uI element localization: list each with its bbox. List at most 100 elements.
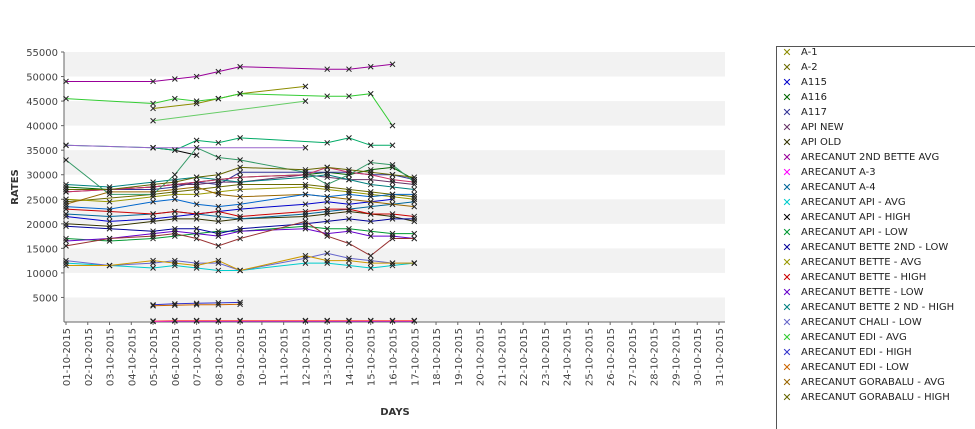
data-point — [150, 230, 156, 237]
legend-label: ARECANUT EDI - AVG — [801, 332, 907, 343]
x-tick-label: 09-10-2015 — [236, 328, 247, 386]
data-point — [63, 206, 69, 212]
data-point — [324, 186, 331, 193]
legend-item: ✕ ARECANUT API - AVG — [777, 197, 975, 209]
data-point — [150, 301, 156, 308]
data-point — [171, 302, 178, 309]
x-tick-label: 03-10-2015 — [106, 328, 117, 386]
legend-item: ✕ ARECANUT BETTE 2 ND - HIGH — [777, 302, 975, 314]
legend-label: API OLD — [801, 137, 842, 148]
data-point — [302, 171, 309, 178]
data-point — [389, 191, 396, 198]
data-point — [63, 203, 69, 210]
data-point — [63, 220, 69, 227]
data-point — [389, 235, 396, 242]
data-point — [63, 201, 69, 208]
legend-marker-icon: ✕ — [782, 241, 792, 254]
legend-marker-icon: ✕ — [782, 91, 792, 104]
data-point — [302, 218, 309, 225]
data-point — [150, 78, 156, 85]
data-point — [215, 300, 222, 306]
legend-item: ✕ ARECANUT CHALI - LOW — [777, 317, 975, 329]
data-point — [193, 235, 200, 242]
data-point — [346, 135, 352, 141]
series-line — [66, 171, 415, 190]
data-point — [324, 317, 331, 324]
data-point — [302, 220, 309, 227]
legend-marker-icon: ✕ — [782, 166, 792, 179]
data-point — [215, 154, 222, 161]
legend-item: ✕ A116 — [777, 92, 975, 104]
y-tick-label: 50000 — [26, 73, 58, 84]
data-point — [346, 93, 352, 100]
chart-legend: ✕ A-1 ✕ A-2 ✕ A115 ✕ A116 ✕ A117 ✕ API NEW ✕ API OLD ✕… — [776, 46, 975, 429]
legend-label: A-2 — [801, 62, 818, 73]
data-point — [389, 179, 396, 185]
data-point — [346, 225, 352, 232]
data-point — [411, 260, 418, 266]
data-point — [324, 206, 331, 212]
data-point — [150, 191, 156, 198]
data-point — [302, 181, 309, 188]
data-point — [150, 198, 156, 205]
data-point — [302, 255, 309, 262]
data-point — [346, 186, 352, 193]
data-point — [324, 169, 331, 176]
legend-item: ✕ ARECANUT EDI - AVG — [777, 332, 975, 344]
data-point — [324, 198, 331, 205]
data-point — [150, 318, 156, 324]
legend-marker-icon: ✕ — [782, 136, 792, 149]
legend-item: ✕ API NEW — [777, 122, 975, 134]
data-point — [324, 218, 331, 225]
y-tick-label: 40000 — [26, 122, 58, 133]
x-tick-label: 04-10-2015 — [127, 328, 138, 386]
data-point — [171, 300, 178, 307]
data-point — [367, 211, 374, 217]
legend-marker-icon: ✕ — [782, 316, 792, 329]
y-tick-label: 30000 — [26, 171, 58, 182]
data-point — [215, 233, 222, 239]
data-point — [389, 211, 396, 217]
data-point — [389, 184, 396, 190]
x-tick-label: 16-10-2015 — [389, 328, 400, 386]
data-point — [302, 201, 309, 208]
x-tick-label: 30-10-2015 — [693, 328, 704, 386]
legend-marker-icon: ✕ — [782, 61, 792, 74]
data-point — [411, 218, 418, 225]
data-point — [302, 211, 309, 217]
data-point — [63, 142, 69, 149]
x-tick-label: 25-10-2015 — [584, 328, 595, 386]
data-point — [324, 260, 331, 266]
data-point — [346, 216, 352, 222]
data-point — [171, 189, 178, 195]
data-point — [367, 171, 374, 178]
data-point — [193, 184, 200, 190]
x-tick-label: 12-10-2015 — [301, 328, 312, 386]
data-point — [150, 186, 156, 193]
data-point — [171, 228, 178, 235]
x-axis-label: DAYS — [380, 407, 410, 418]
data-point — [106, 235, 113, 242]
data-point — [411, 174, 418, 181]
data-point — [302, 166, 309, 173]
data-point — [346, 166, 352, 173]
data-point — [63, 213, 69, 220]
legend-marker-icon: ✕ — [782, 46, 792, 59]
grid-band — [64, 101, 725, 126]
data-point — [367, 191, 374, 198]
data-point — [324, 93, 331, 100]
data-point — [389, 162, 396, 168]
data-point — [367, 63, 374, 70]
legend-label: ARECANUT BETTE 2 ND - HIGH — [801, 302, 955, 313]
data-point — [237, 179, 243, 185]
data-point — [411, 196, 418, 203]
data-point — [106, 208, 113, 215]
y-tick-label: 45000 — [26, 97, 58, 108]
data-point — [193, 301, 200, 308]
legend-label: ARECANUT BETTE - HIGH — [801, 272, 927, 283]
legend-item: ✕ A-2 — [777, 62, 975, 74]
data-point — [193, 186, 200, 193]
data-point — [193, 300, 200, 307]
y-tick-label: 35000 — [26, 146, 58, 157]
legend-item: ✕ ARECANUT BETTE - LOW — [777, 287, 975, 299]
